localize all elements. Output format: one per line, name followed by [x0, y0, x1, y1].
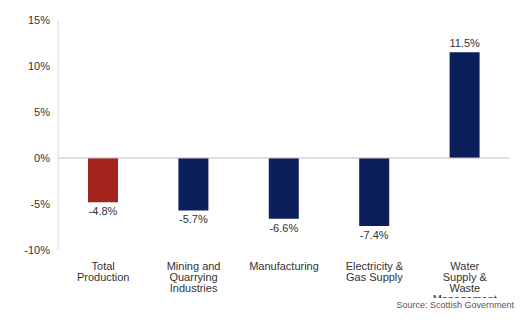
svg-text:Manufacturing: Manufacturing — [249, 260, 319, 272]
svg-text:-6.6%: -6.6% — [269, 222, 298, 234]
svg-text:10%: 10% — [28, 60, 50, 72]
svg-text:Mining andQuarryingIndustries: Mining andQuarryingIndustries — [167, 260, 221, 294]
svg-text:-4.8%: -4.8% — [89, 205, 118, 217]
svg-text:11.5%: 11.5% — [449, 37, 480, 49]
svg-text:Electricity &Gas Supply: Electricity &Gas Supply — [346, 260, 404, 283]
svg-text:TotalProduction: TotalProduction — [77, 260, 130, 283]
svg-text:15%: 15% — [28, 14, 50, 26]
svg-text:-5.7%: -5.7% — [179, 213, 208, 225]
svg-text:WaterSupply &WasteManagement: WaterSupply &WasteManagement — [433, 260, 497, 298]
svg-text:5%: 5% — [34, 106, 50, 118]
svg-text:-5%: -5% — [30, 198, 50, 210]
svg-text:-10%: -10% — [24, 244, 50, 256]
svg-text:-7.4%: -7.4% — [360, 229, 389, 241]
html-text:Source: Scottish Government: Source: Scottish Government — [396, 300, 514, 310]
svg-text:0%: 0% — [34, 152, 50, 164]
